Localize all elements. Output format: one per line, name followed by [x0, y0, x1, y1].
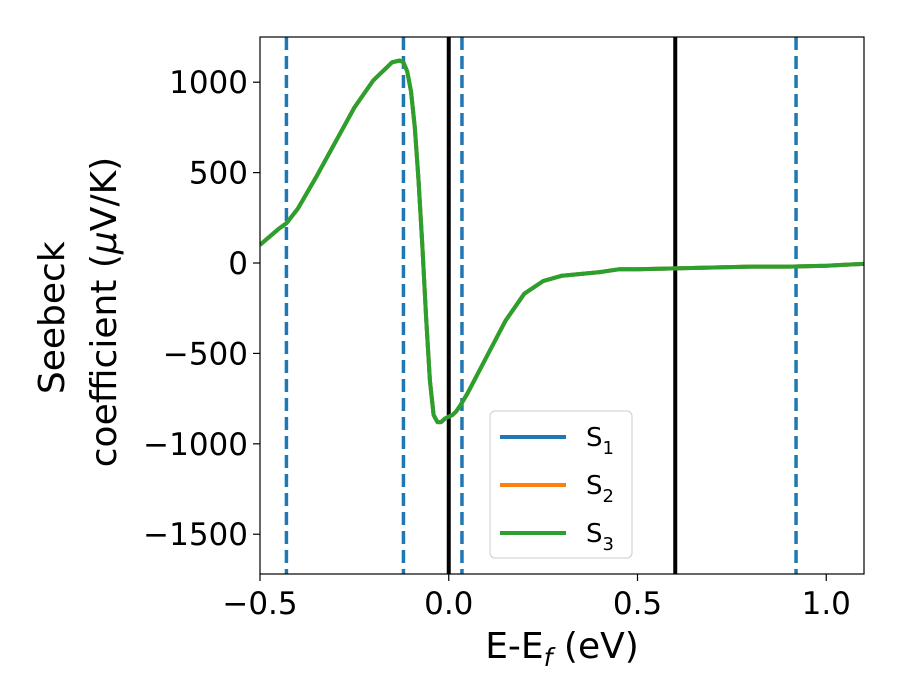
y-tick-label: −500 — [163, 336, 248, 372]
legend-label-3: S3 — [586, 519, 614, 555]
y-tick-label: 500 — [189, 156, 248, 192]
y-tick-label: −1000 — [143, 427, 248, 463]
series-lines — [260, 58, 864, 425]
plot-frame — [259, 36, 865, 575]
x-tick-label: −0.5 — [222, 586, 297, 622]
x-tick-label: 0.5 — [613, 586, 662, 622]
legend-label-2: S2 — [586, 471, 614, 507]
y-tick-label: 0 — [228, 246, 248, 282]
x-axis-title: E-Ef (eV) — [485, 626, 639, 672]
legend-label-1: S1 — [586, 423, 614, 459]
y-tick-label: −1500 — [143, 517, 248, 553]
x-axis-ticks: −0.5 0.0 0.5 1.0 — [222, 574, 851, 622]
y-axis-title: Seebeck coefficient (μV/K) — [32, 157, 125, 467]
reference-lines — [284, 37, 798, 574]
y-tick-label: 1000 — [169, 65, 248, 101]
legend: S1 S2 S3 — [489, 410, 633, 559]
x-tick-label: 1.0 — [802, 586, 851, 622]
x-tick-label: 0.0 — [424, 586, 473, 622]
y-axis-ticks: 1000 500 0 −500 −1000 −1500 — [143, 65, 260, 553]
series-line-3 — [260, 58, 864, 425]
